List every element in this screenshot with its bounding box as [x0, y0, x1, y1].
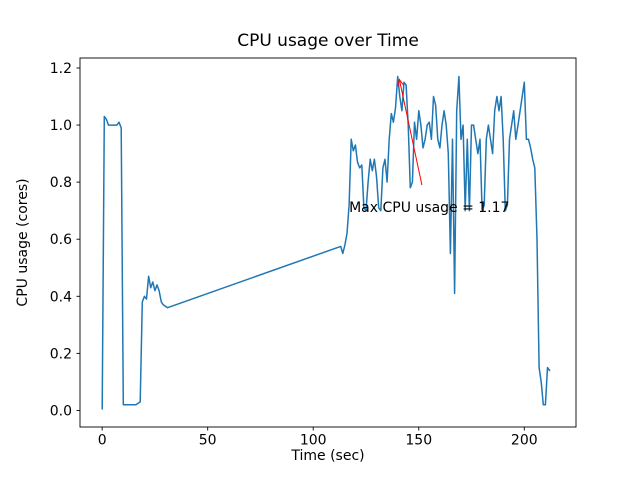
- x-tick-label: 200: [511, 433, 538, 449]
- x-tick-label: 150: [405, 433, 432, 449]
- axes-spines: [79, 57, 577, 428]
- y-axis-label: CPU usage (cores): [15, 178, 31, 306]
- x-tick-label: 100: [300, 433, 327, 449]
- y-tick-label: 0.2: [50, 346, 72, 362]
- annotation-arrow-shaft: [398, 79, 423, 186]
- x-axis-label: Time (sec): [290, 448, 364, 464]
- x-tick-label: 50: [199, 433, 217, 449]
- chart-title: CPU usage over Time: [237, 31, 419, 51]
- y-tick-label: 0.4: [50, 289, 72, 305]
- plot-area: 0 50 100 150 200 0.0 0.2 0.4 0.6 0.8 1.0 1.2: [50, 57, 577, 449]
- annotation-text: Max CPU usage = 1.17: [349, 200, 509, 216]
- cpu-usage-line: [101, 75, 551, 410]
- y-tick-label: 1.2: [50, 61, 72, 77]
- y-tick-label: 0.8: [50, 175, 72, 191]
- y-tick-label: 0.0: [50, 403, 72, 419]
- y-tick-label: 1.0: [50, 118, 72, 134]
- x-tick-label: 0: [98, 433, 107, 449]
- y-tick-label: 0.6: [50, 232, 72, 248]
- annotation-arrow-head: [397, 78, 404, 87]
